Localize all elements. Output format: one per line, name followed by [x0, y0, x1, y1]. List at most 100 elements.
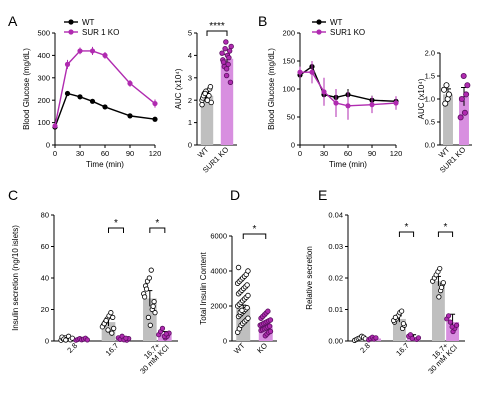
y-tick-label: 200 [282, 29, 295, 38]
panel-letter: B [258, 13, 267, 29]
data-point-wt [150, 303, 156, 309]
x-tick-label: 30 [76, 149, 84, 158]
data-point [441, 86, 448, 93]
y-tick-label: 400 [37, 51, 50, 60]
x-tick-label: 30 [320, 149, 328, 158]
data-point-wt [399, 308, 405, 314]
x-axis-label: Time (min) [86, 160, 124, 169]
data-point-wt [111, 325, 117, 331]
x-tick-label: 60 [344, 149, 352, 158]
legend-marker-ko [68, 29, 74, 35]
legend-label-ko: SUR1 KO [330, 28, 365, 37]
y-tick-label: 200 [37, 96, 50, 105]
data-point [227, 79, 234, 85]
data-point [222, 45, 228, 52]
data-point [464, 82, 471, 89]
y-tick-label: 60 [41, 242, 49, 251]
significance-bracket [398, 231, 415, 237]
data-point-ko [393, 100, 399, 106]
data-point-ko [373, 335, 379, 341]
data-point [457, 114, 464, 121]
x-tick-label: WT [196, 145, 211, 160]
data-point [245, 315, 251, 321]
bar-0 [200, 95, 214, 145]
significance-bracket [242, 233, 267, 239]
data-point-wt [63, 337, 69, 343]
significance-label: * [444, 222, 448, 233]
data-point-ko [102, 52, 108, 59]
y-tick-label: 2 [188, 96, 192, 105]
data-point [463, 91, 470, 98]
y-tick-label: 0.02 [328, 274, 343, 283]
y-tick-label: 500 [37, 29, 50, 38]
legend-label-wt: WT [330, 18, 343, 27]
data-point-wt [437, 265, 443, 272]
bar-wt [431, 281, 445, 341]
y-tick-label: 1.5 [425, 72, 435, 81]
data-point-ko [159, 325, 166, 331]
x-tick-label: KO [255, 341, 269, 355]
data-point-wt [108, 310, 114, 316]
data-point [267, 328, 274, 335]
data-point-ko [453, 322, 460, 328]
y-tick-label: 0 [223, 337, 227, 346]
data-point [223, 39, 229, 45]
significance-label: * [253, 224, 257, 235]
significance-bracket [107, 227, 125, 233]
y-tick-label: 1.0 [425, 95, 435, 104]
data-point [199, 101, 205, 108]
data-point-ko [415, 335, 422, 341]
data-point-wt [142, 294, 148, 300]
data-point-wt [440, 280, 446, 286]
y-tick-label: 2000 [210, 302, 227, 311]
data-point-ko [123, 335, 129, 341]
y-tick-label: 0.5 [425, 118, 435, 127]
y-tick-label: 150 [282, 57, 295, 66]
panel-letter: C [8, 187, 18, 203]
data-point-ko [127, 80, 133, 86]
data-point-ko [345, 103, 351, 109]
x-tick-label: 0 [53, 149, 57, 158]
panel-letter: A [8, 13, 18, 29]
y-tick-label: 0 [46, 141, 50, 150]
data-point-wt [127, 113, 133, 119]
y-axis-label: Relative secretion [305, 246, 314, 310]
x-tick-label: 16.7 [104, 341, 121, 358]
y-tick-label: 80 [41, 211, 49, 220]
y-axis-label: Blood Glucose (mg/dL) [267, 48, 276, 130]
y-tick-label: 0.0 [425, 141, 435, 150]
data-point [206, 93, 212, 99]
x-tick-label: 16.7 [394, 341, 411, 358]
data-point-ko [369, 102, 375, 108]
y-tick-label: 1 [188, 118, 192, 127]
bar-0 [443, 94, 453, 145]
significance-bracket [149, 227, 166, 233]
legend-label-ko: SUR 1 KO [82, 28, 119, 37]
data-point [223, 66, 230, 72]
y-tick-label: 3 [188, 73, 192, 82]
data-point-wt [110, 314, 116, 320]
series-line-wt [54, 92, 156, 128]
y-axis-label: Insulin secretion (ng/10 islets) [11, 225, 20, 331]
data-point [228, 43, 234, 50]
data-point-ko [409, 335, 415, 342]
x-tick-label: 2.8 [65, 341, 79, 355]
data-point-ko [84, 337, 90, 343]
data-point-ko [64, 61, 71, 67]
data-point-wt [103, 317, 109, 324]
y-tick-label: 6000 [210, 232, 227, 241]
y-tick-label: 0.04 [328, 211, 343, 220]
data-point [460, 73, 467, 80]
bar-1 [220, 58, 234, 146]
y-tick-label: 0 [291, 141, 295, 150]
data-point-ko [89, 48, 96, 54]
x-tick-label: 0 [298, 149, 302, 158]
bar-1 [459, 96, 469, 145]
y-axis-label: AUC (x10⁴) [174, 68, 183, 109]
data-point-wt [143, 286, 150, 292]
data-point-wt [438, 284, 445, 291]
data-point [207, 84, 214, 90]
y-axis-label: AUC (x10⁴) [417, 78, 426, 119]
data-point [208, 99, 214, 106]
